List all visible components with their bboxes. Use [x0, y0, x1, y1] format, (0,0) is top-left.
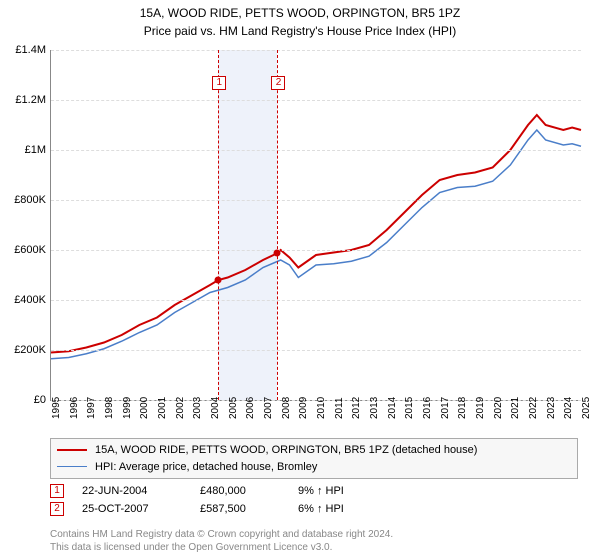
title-line-1: 15A, WOOD RIDE, PETTS WOOD, ORPINGTON, B…	[0, 4, 600, 22]
xtick-label: 1997	[86, 397, 97, 419]
sales-price-2: £587,500	[200, 503, 280, 515]
ytick-label: £200K	[1, 344, 46, 356]
xtick-label: 2005	[228, 397, 239, 419]
legend-row-property: 15A, WOOD RIDE, PETTS WOOD, ORPINGTON, B…	[57, 442, 571, 459]
marker-vline-2	[277, 50, 278, 400]
xtick-label: 2012	[351, 397, 362, 419]
xtick-label: 2014	[387, 397, 398, 419]
xtick-label: 2004	[210, 397, 221, 419]
sales-marker-2: 2	[50, 502, 64, 516]
ytick-label: £1.4M	[1, 44, 46, 56]
legend-swatch-property	[57, 449, 87, 451]
gridline-h	[51, 300, 581, 301]
xtick-label: 1998	[104, 397, 115, 419]
xtick-label: 2011	[334, 397, 345, 419]
xtick-label: 2009	[298, 397, 309, 419]
ytick-label: £0	[1, 394, 46, 406]
xtick-label: 2016	[422, 397, 433, 419]
attribution: Contains HM Land Registry data © Crown c…	[50, 528, 393, 554]
ytick-label: £400K	[1, 294, 46, 306]
sales-date-1: 22-JUN-2004	[82, 485, 182, 497]
legend-box: 15A, WOOD RIDE, PETTS WOOD, ORPINGTON, B…	[50, 438, 578, 479]
sales-block: 1 22-JUN-2004 £480,000 9% ↑ HPI 2 25-OCT…	[50, 480, 580, 520]
xtick-label: 1996	[69, 397, 80, 419]
xtick-label: 2001	[157, 397, 168, 419]
sales-row-2: 2 25-OCT-2007 £587,500 6% ↑ HPI	[50, 502, 580, 516]
attribution-line-2: This data is licensed under the Open Gov…	[50, 541, 393, 554]
sales-row-1: 1 22-JUN-2004 £480,000 9% ↑ HPI	[50, 484, 580, 498]
xtick-label: 2010	[316, 397, 327, 419]
ytick-label: £1.2M	[1, 94, 46, 106]
sales-date-2: 25-OCT-2007	[82, 503, 182, 515]
xtick-label: 1999	[122, 397, 133, 419]
title-block: 15A, WOOD RIDE, PETTS WOOD, ORPINGTON, B…	[0, 0, 600, 40]
xtick-label: 2002	[175, 397, 186, 419]
gridline-h	[51, 200, 581, 201]
gridline-h	[51, 250, 581, 251]
chart-lines-svg	[51, 50, 581, 400]
xtick-label: 2015	[404, 397, 415, 419]
legend-label-hpi: HPI: Average price, detached house, Brom…	[95, 459, 317, 476]
xtick-label: 2017	[440, 397, 451, 419]
marker-box-2: 2	[271, 76, 285, 90]
chart-container: 15A, WOOD RIDE, PETTS WOOD, ORPINGTON, B…	[0, 0, 600, 560]
xtick-label: 2018	[457, 397, 468, 419]
xtick-label: 2006	[245, 397, 256, 419]
legend-label-property: 15A, WOOD RIDE, PETTS WOOD, ORPINGTON, B…	[95, 442, 477, 459]
xtick-label: 2003	[192, 397, 203, 419]
marker-vline-1	[218, 50, 219, 400]
series-hpi	[51, 130, 581, 359]
title-line-2: Price paid vs. HM Land Registry's House …	[0, 22, 600, 40]
xtick-label: 2025	[581, 397, 592, 419]
gridline-h	[51, 100, 581, 101]
marker-dot-1	[215, 277, 222, 284]
sales-delta-2: 6% ↑ HPI	[298, 503, 344, 515]
xtick-label: 2008	[281, 397, 292, 419]
sales-price-1: £480,000	[200, 485, 280, 497]
marker-dot-2	[274, 250, 281, 257]
gridline-h	[51, 50, 581, 51]
chart-plot-area: £0£200K£400K£600K£800K£1M£1.2M£1.4M19951…	[50, 50, 581, 401]
gridline-h	[51, 150, 581, 151]
attribution-line-1: Contains HM Land Registry data © Crown c…	[50, 528, 393, 541]
xtick-label: 2013	[369, 397, 380, 419]
sales-marker-1: 1	[50, 484, 64, 498]
xtick-label: 2019	[475, 397, 486, 419]
xtick-label: 2023	[546, 397, 557, 419]
gridline-h	[51, 350, 581, 351]
marker-box-1: 1	[212, 76, 226, 90]
legend-swatch-hpi	[57, 466, 87, 467]
xtick-label: 2007	[263, 397, 274, 419]
xtick-label: 2020	[493, 397, 504, 419]
sales-delta-1: 9% ↑ HPI	[298, 485, 344, 497]
xtick-label: 2021	[510, 397, 521, 419]
xtick-label: 1995	[51, 397, 62, 419]
ytick-label: £1M	[1, 144, 46, 156]
xtick-label: 2000	[139, 397, 150, 419]
legend-row-hpi: HPI: Average price, detached house, Brom…	[57, 459, 571, 476]
xtick-label: 2022	[528, 397, 539, 419]
ytick-label: £600K	[1, 244, 46, 256]
xtick-label: 2024	[563, 397, 574, 419]
ytick-label: £800K	[1, 194, 46, 206]
